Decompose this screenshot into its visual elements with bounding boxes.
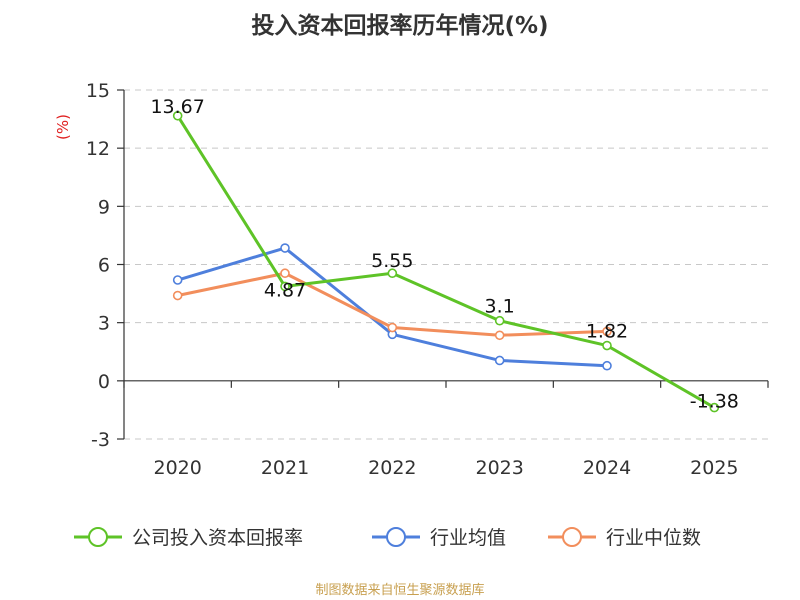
data-label: 4.87	[264, 279, 306, 301]
y-tick-label: -3	[91, 429, 110, 451]
y-tick-label: 3	[98, 313, 110, 335]
data-labels: 13.67 4.87 5.55 3.1 1.82 -1.38	[150, 96, 738, 413]
data-label: 1.82	[586, 321, 628, 343]
legend-label: 公司投入资本回报率	[132, 527, 303, 549]
series-line	[176, 114, 716, 409]
axes: -3 0 3 6 9 12 15 2020 2021 2022 2023 2024 2025 (%)	[54, 80, 769, 479]
x-tick-label: 2021	[261, 457, 309, 479]
x-tick-label: 2023	[475, 457, 523, 479]
source-footer: 制图数据来自恒生聚源数据库	[315, 583, 485, 598]
data-point	[494, 315, 505, 326]
data-point	[602, 340, 612, 351]
legend: 公司投入资本回报率 行业均值 行业中位数	[74, 527, 701, 549]
x-tick-label: 2022	[368, 457, 416, 479]
legend-swatch-marker	[386, 527, 406, 547]
data-point	[602, 326, 612, 337]
series-lines	[172, 110, 720, 413]
legend-label: 行业中位数	[606, 527, 701, 549]
data-point	[494, 355, 505, 366]
legend-swatch-marker	[562, 527, 582, 547]
data-point	[494, 330, 505, 341]
y-tick-label: 0	[98, 371, 110, 393]
y-tick-label: 6	[98, 255, 110, 277]
data-point	[172, 275, 183, 285]
data-point	[387, 322, 398, 333]
chart-title: 投入资本回报率历年情况(%)	[251, 13, 549, 39]
data-point	[709, 402, 720, 413]
x-tick-label: 2020	[153, 457, 201, 479]
data-point	[172, 110, 183, 121]
data-label: 13.67	[150, 96, 204, 118]
y-axis-unit-label: (%)	[54, 114, 72, 140]
y-tick-label: 15	[86, 80, 110, 102]
data-point	[280, 281, 290, 292]
data-label: -1.38	[690, 391, 739, 413]
data-point	[280, 243, 290, 253]
y-tick-label: 12	[86, 138, 110, 160]
legend-label: 行业均值	[430, 527, 506, 549]
y-tick-label: 9	[98, 196, 110, 218]
grid-lines	[124, 89, 768, 440]
data-label: 5.55	[371, 250, 413, 272]
data-point	[602, 360, 612, 371]
data-point	[280, 268, 290, 279]
data-point	[172, 290, 183, 301]
data-label: 3.1	[485, 296, 515, 318]
legend-swatch-marker	[88, 527, 108, 547]
x-tick-label: 2025	[690, 457, 738, 479]
x-tick-label: 2024	[583, 457, 631, 479]
data-point	[387, 268, 398, 279]
